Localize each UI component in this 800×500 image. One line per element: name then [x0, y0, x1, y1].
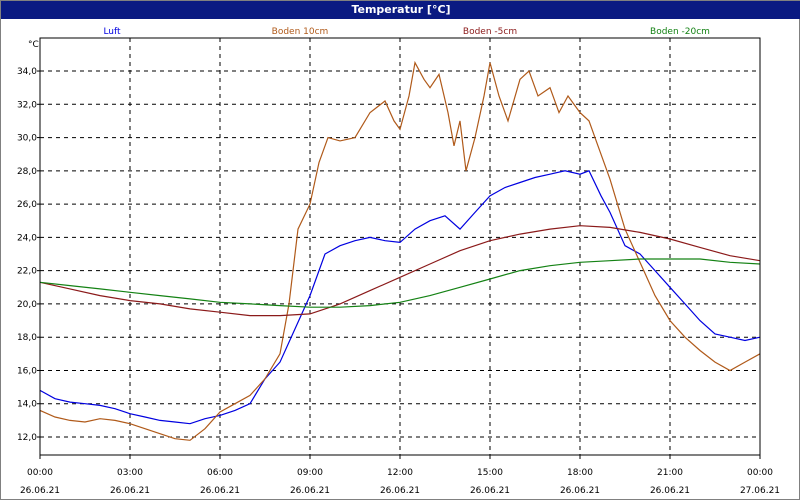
- x-tick-date: 26.06.21: [290, 486, 330, 496]
- y-axis-ticks: 12,0 14,0 16,0 18,0 20,0 22,0 24,0 26,0 28,0 30,0…: [17, 67, 40, 443]
- x-tick-date: 26.06.21: [560, 486, 600, 496]
- y-tick-label: 14,0: [17, 400, 37, 410]
- x-tick-time: 21:00: [657, 468, 683, 478]
- legend-item-2: Boden -5cm: [463, 27, 517, 37]
- x-tick-time: 06:00: [207, 468, 233, 478]
- y-tick-label: 34,0: [17, 67, 37, 77]
- grid: [40, 38, 760, 455]
- series-group: [39, 60, 761, 441]
- legend-item-1: Boden 10cm: [272, 27, 329, 37]
- x-tick-date: 26.06.21: [20, 486, 60, 496]
- x-tick-time: 09:00: [297, 468, 323, 478]
- x-tick-date: 26.06.21: [650, 486, 690, 496]
- x-tick-time: 12:00: [387, 468, 413, 478]
- y-tick-label: 12,0: [17, 433, 37, 443]
- series-line-3: [39, 258, 761, 308]
- y-tick-label: 20,0: [17, 300, 37, 310]
- y-tick-label: 16,0: [17, 366, 37, 376]
- chart-title: Temperatur [°C]: [1, 1, 800, 19]
- x-tick-time: 15:00: [477, 468, 503, 478]
- y-tick-label: 26,0: [17, 200, 37, 210]
- x-axis-ticks: 00:00 26.06.21 03:00 26.06.21 06:00 26.06.21 0…: [20, 455, 780, 496]
- x-tick-date: 26.06.21: [380, 486, 420, 496]
- legend: Luft Boden 10cm Boden -5cm Boden -20cm: [103, 27, 710, 37]
- series-line-2: [39, 225, 761, 317]
- x-tick-time: 00:00: [747, 468, 773, 478]
- x-tick-time: 03:00: [117, 468, 143, 478]
- plot-frame: [39, 37, 761, 456]
- series-line-0: [39, 170, 761, 425]
- y-tick-label: 24,0: [17, 233, 37, 243]
- series-line-1: [39, 60, 761, 441]
- y-tick-label: 32,0: [17, 100, 37, 110]
- x-tick-time: 00:00: [27, 468, 53, 478]
- legend-item-0: Luft: [103, 27, 121, 37]
- x-tick-date: 26.06.21: [470, 486, 510, 496]
- x-tick-date: 26.06.21: [110, 486, 150, 496]
- x-tick-date: 26.06.21: [200, 486, 240, 496]
- legend-item-3: Boden -20cm: [650, 27, 710, 37]
- y-tick-label: 22,0: [17, 267, 37, 277]
- x-tick-time: 18:00: [567, 468, 593, 478]
- x-tick-date: 27.06.21: [740, 486, 780, 496]
- y-axis-label: °C: [28, 40, 39, 50]
- y-tick-label: 18,0: [17, 333, 37, 343]
- y-tick-label: 28,0: [17, 167, 37, 177]
- y-tick-label: 30,0: [17, 134, 37, 144]
